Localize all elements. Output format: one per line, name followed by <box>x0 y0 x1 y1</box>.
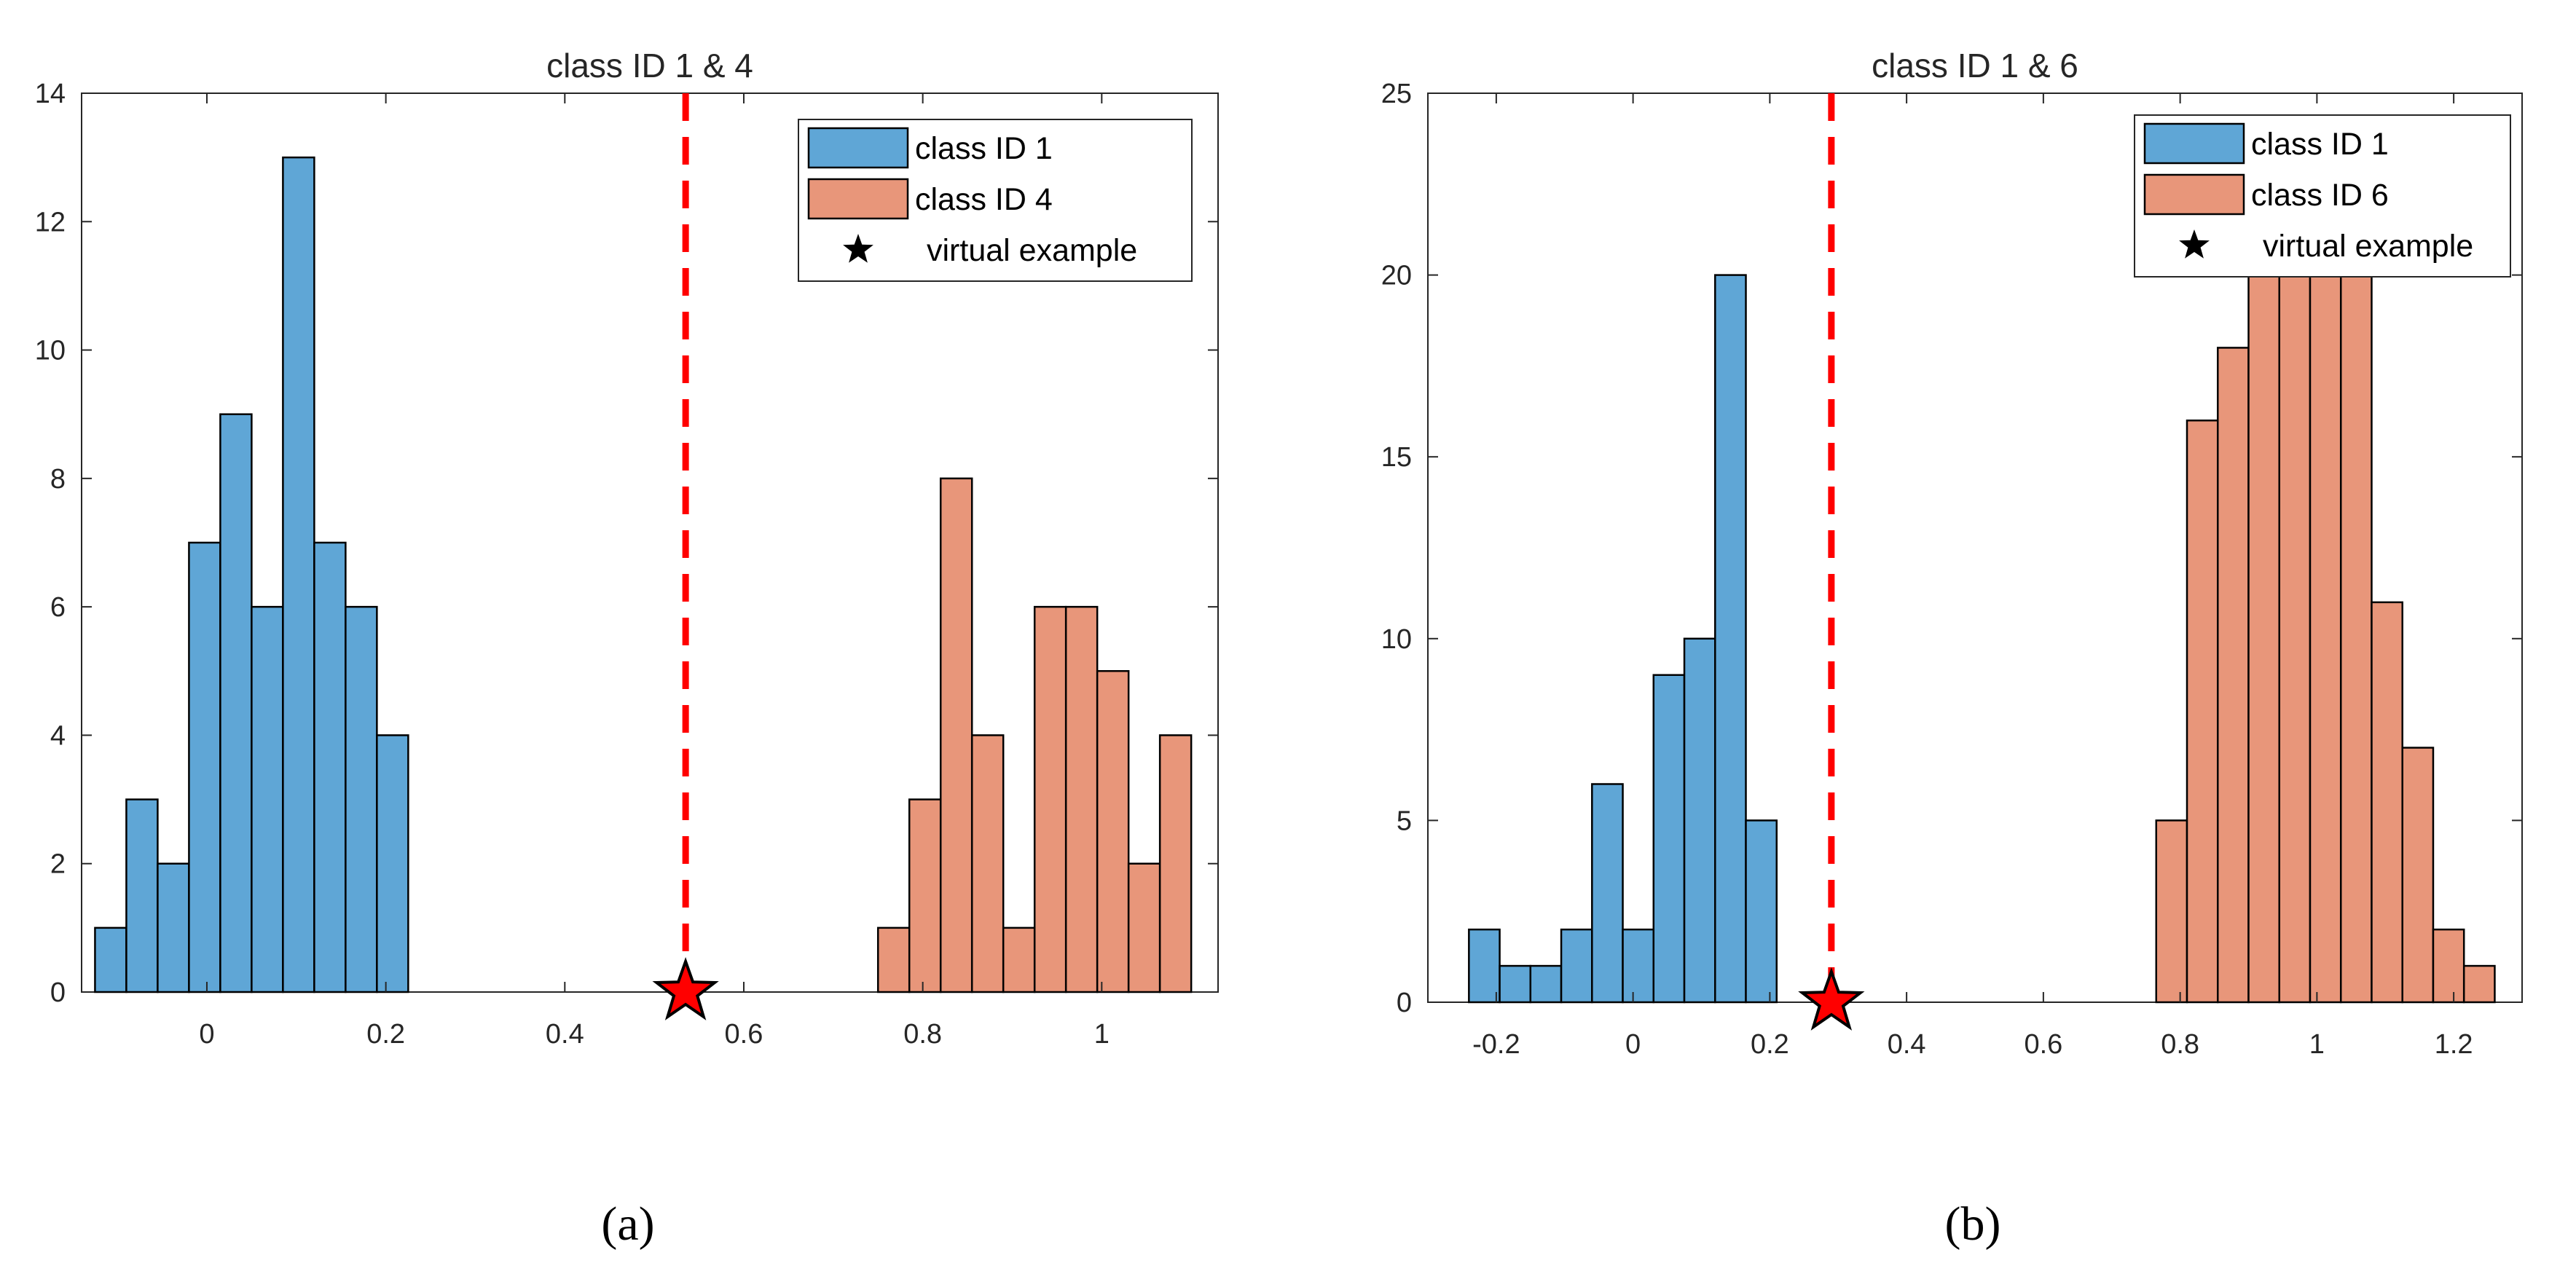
x-tick-label: 0.2 <box>366 1019 405 1050</box>
histogram-bar-orange <box>908 798 942 993</box>
histogram-bar-orange <box>939 477 973 993</box>
histogram-bar-orange <box>2186 420 2219 1004</box>
y-tick-label: 2 <box>50 849 66 880</box>
legend: class ID 1 class ID 4 virtual example <box>798 119 1193 282</box>
histogram-bar-orange <box>2247 274 2280 1004</box>
x-tick-label: 1 <box>1094 1019 1110 1050</box>
histogram-bar-blue <box>1499 964 1532 1004</box>
histogram-bar-blue <box>251 605 284 993</box>
histogram-bar-blue <box>1468 928 1501 1004</box>
legend-swatch-orange <box>807 178 909 220</box>
x-tick-label: 0.4 <box>546 1019 584 1050</box>
y-tick-label: 10 <box>35 336 66 366</box>
x-tick-label: 0.8 <box>2161 1029 2199 1060</box>
histogram-bar-blue <box>125 798 159 993</box>
histogram-bar-blue <box>376 734 409 993</box>
histogram-bar-orange <box>2309 274 2342 1004</box>
x-tick-label: 0.6 <box>725 1019 763 1050</box>
legend-label: class ID 1 <box>915 131 1053 166</box>
histogram-bar-orange <box>1096 670 1130 993</box>
histogram-bar-orange <box>1127 862 1161 993</box>
y-tick-label: 14 <box>35 79 66 109</box>
histogram-bar-blue <box>1683 637 1716 1004</box>
chart-title: class ID 1 & 6 <box>1872 47 2078 84</box>
histogram-bar-orange <box>1033 605 1067 993</box>
histogram-bar-blue <box>1714 274 1747 1004</box>
virtual-example-star-icon <box>1798 967 1865 1031</box>
y-tick-label: 12 <box>35 207 66 237</box>
histogram-bar-blue <box>1529 964 1563 1004</box>
y-tick-label: 8 <box>50 464 66 495</box>
y-tick-label: 4 <box>50 720 66 751</box>
y-tick-label: 6 <box>50 592 66 623</box>
virtual-example-star-icon <box>652 957 719 1020</box>
histogram-bar-blue <box>345 605 378 993</box>
histogram-bar-orange <box>2278 274 2312 1004</box>
legend-swatch-orange <box>2143 173 2245 216</box>
histogram-bar-blue <box>157 862 190 993</box>
histogram-bar-orange <box>1158 734 1193 993</box>
histogram-bar-orange <box>1064 605 1099 993</box>
legend-star-icon <box>2179 229 2210 259</box>
legend-swatch-blue <box>807 127 909 169</box>
x-tick-label: -0.2 <box>1472 1029 1520 1060</box>
legend: class ID 1 class ID 6 virtual example <box>2134 114 2511 278</box>
y-tick-label: 25 <box>1381 79 1412 109</box>
histogram-bar-orange <box>2401 747 2435 1004</box>
histogram-bar-blue <box>219 413 253 993</box>
histogram-bar-blue <box>1622 928 1655 1004</box>
histogram-bar-blue <box>1652 674 1686 1004</box>
x-tick-label: 0 <box>199 1019 214 1050</box>
chart-title: class ID 1 & 4 <box>546 47 753 84</box>
histogram-bar-orange <box>2339 274 2373 1004</box>
histogram-bar-orange <box>1002 926 1036 993</box>
x-tick-label: 1 <box>2309 1029 2325 1060</box>
histogram-bar-blue <box>313 541 347 993</box>
y-tick-label: 20 <box>1381 261 1412 291</box>
x-tick-label: 0.6 <box>2024 1029 2062 1060</box>
histogram-bar-blue <box>94 926 127 993</box>
caption-b: (b) <box>1945 1197 2001 1251</box>
histogram-bar-orange <box>2462 964 2496 1004</box>
histogram-bar-orange <box>970 734 1005 993</box>
x-tick-label: 0 <box>1625 1029 1641 1060</box>
legend-star-icon <box>843 234 873 263</box>
legend-label: class ID 1 <box>2251 127 2389 162</box>
caption-a: (a) <box>601 1197 654 1251</box>
x-tick-label: 1.2 <box>2435 1029 2473 1060</box>
histogram-bar-blue <box>282 156 315 993</box>
y-tick-label: 15 <box>1381 442 1412 473</box>
legend-label: class ID 4 <box>915 182 1053 217</box>
y-tick-label: 0 <box>1397 988 1412 1018</box>
legend-label: virtual example <box>2263 229 2473 264</box>
histogram-bar-orange <box>2432 928 2465 1004</box>
legend-label: virtual example <box>927 233 1137 268</box>
x-tick-label: 0.2 <box>1751 1029 1789 1060</box>
legend-label: class ID 6 <box>2251 178 2389 213</box>
y-tick-label: 0 <box>50 977 66 1008</box>
legend-swatch-blue <box>2143 122 2245 165</box>
histogram-bar-orange <box>2155 819 2188 1004</box>
y-tick-label: 10 <box>1381 624 1412 655</box>
histogram-bar-orange <box>876 926 911 993</box>
chart-panel-1: -0.2 0 0.2 0.4 0.6 0.8 1 1.2 0 5 10 15 20 25 class ID … <box>1381 47 2523 1060</box>
x-tick-label: 0.4 <box>1888 1029 1926 1060</box>
x-tick-label: 0.8 <box>903 1019 942 1050</box>
histogram-bar-orange <box>2217 347 2250 1004</box>
histogram-bar-orange <box>2371 601 2403 1004</box>
histogram-bar-blue <box>1560 928 1593 1004</box>
histogram-bar-blue <box>1591 783 1624 1004</box>
y-tick-label: 5 <box>1397 806 1412 836</box>
histogram-bar-blue <box>1745 819 1778 1004</box>
histogram-bar-blue <box>188 541 221 993</box>
